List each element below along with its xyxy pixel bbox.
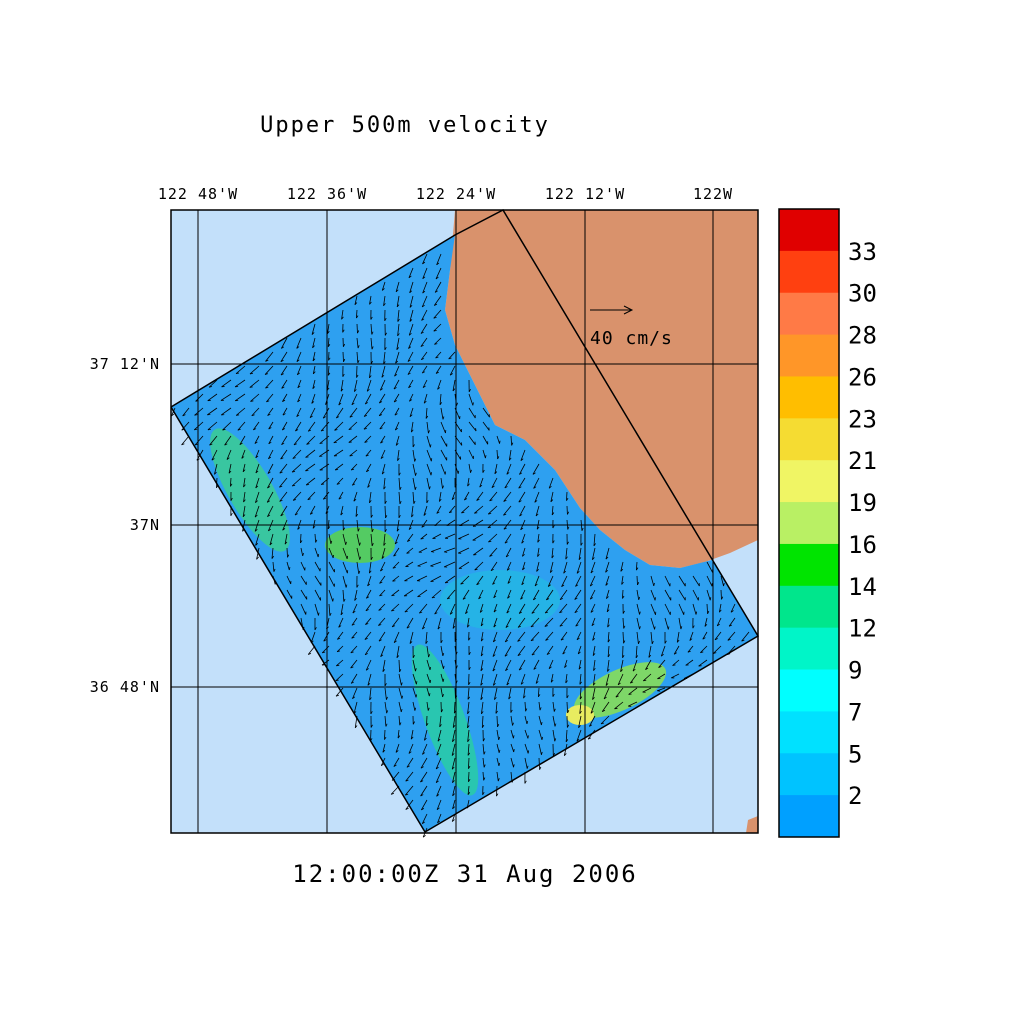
colorbar-band — [779, 293, 839, 335]
velocity-arrow-head — [615, 708, 618, 709]
colorbar-band — [779, 335, 839, 377]
velocity-arrow-head — [321, 484, 324, 485]
velocity-arrow-head — [500, 441, 501, 444]
colorbar-band — [779, 251, 839, 293]
colorbar-band — [779, 418, 839, 460]
colorbar-label: 23 — [848, 405, 877, 433]
lat-label: 36 48'N — [90, 678, 160, 696]
velocity-arrow — [385, 506, 386, 518]
lon-label: 122 36'W — [287, 185, 367, 203]
colorbar-band — [779, 711, 839, 753]
velocity-arrow-head — [250, 387, 253, 388]
lat-label: 37 12'N — [90, 355, 160, 373]
velocity-arrow — [497, 716, 498, 727]
velocity-arrow-head — [528, 735, 529, 738]
velocity-arrow-head — [514, 749, 515, 752]
velocity-arrow-head — [473, 402, 474, 405]
colorbar-band — [779, 586, 839, 628]
velocity-arrow-head — [528, 750, 529, 753]
colorbar-band — [779, 376, 839, 418]
colorbar-band — [779, 753, 839, 795]
velocity-arrow-head — [416, 694, 417, 697]
velocity-arrow-head — [458, 471, 459, 474]
colorbar-label: 7 — [848, 698, 862, 726]
lon-label: 122 12'W — [545, 185, 625, 203]
title: Upper 500m velocity — [260, 113, 550, 138]
colorbar-label: 33 — [848, 238, 877, 266]
colorbar-label: 12 — [848, 615, 877, 643]
colorbar-label: 26 — [848, 363, 877, 391]
velocity-arrow-head — [320, 443, 323, 444]
velocity-arrow — [468, 758, 469, 769]
lat-label: 37N — [130, 516, 160, 534]
velocity-arrow-head — [393, 581, 396, 582]
colorbar-label: 5 — [848, 740, 862, 768]
velocity-arrow-head — [421, 539, 424, 540]
time-label: 12:00:00Z 31 Aug 2006 — [292, 860, 637, 888]
colorbar-label: 2 — [848, 782, 862, 810]
velocity-arrow — [287, 548, 288, 557]
velocity-arrow-head — [306, 484, 309, 485]
reference-arrow-label: 40 cm/s — [590, 328, 673, 349]
colorbar: 33 30 28 26 23 21 19 16 14 12 9 7 5 2 — [779, 209, 877, 838]
lon-label: 122 24'W — [416, 185, 496, 203]
colorbar-band — [779, 795, 839, 837]
colorbar-label: 16 — [848, 531, 877, 559]
colorbar-label: 9 — [848, 657, 862, 685]
colorbar-label: 21 — [848, 447, 877, 475]
velocity-arrow-head — [333, 598, 334, 601]
colorbar-band — [779, 209, 839, 251]
colorbar-band — [779, 460, 839, 502]
lon-label: 122W — [693, 185, 733, 203]
speed-patch — [440, 570, 560, 630]
velocity-arrow-head — [416, 681, 417, 684]
colorbar-label: 14 — [848, 573, 877, 601]
colorbar-band — [779, 544, 839, 586]
colorbar-label: 30 — [848, 280, 877, 308]
colorbar-band — [779, 670, 839, 712]
colorbar-label: 28 — [848, 322, 877, 350]
lon-label: 122 48'W — [158, 185, 238, 203]
velocity-arrow-head — [710, 597, 711, 600]
colorbar-band — [779, 628, 839, 670]
colorbar-band — [779, 502, 839, 544]
colorbar-label: 19 — [848, 489, 877, 517]
velocity-arrow-head — [350, 455, 353, 456]
